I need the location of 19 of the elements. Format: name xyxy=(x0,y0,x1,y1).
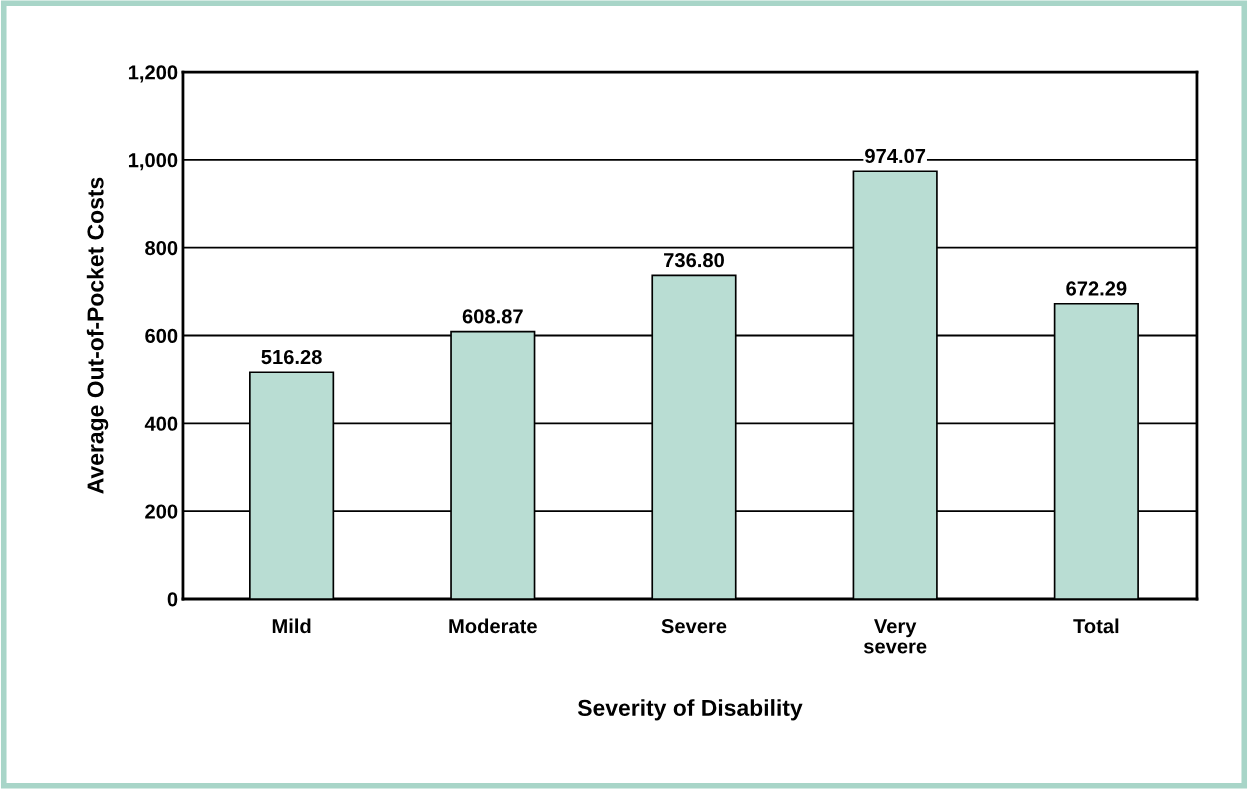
x-tick-label: Mild xyxy=(272,618,311,634)
data-label: 974.07 xyxy=(865,148,926,164)
data-label: 516.28 xyxy=(261,349,322,365)
y-tick-label: 1,000 xyxy=(128,153,178,171)
x-tick-label: Moderate xyxy=(449,618,537,634)
data-label: 672.29 xyxy=(1066,281,1127,296)
y-tick-label: 800 xyxy=(145,240,178,256)
data-label: 736.80 xyxy=(664,253,724,268)
x-tick-label: Very severe xyxy=(863,619,927,654)
y-tick-label: 400 xyxy=(144,416,178,431)
data-label: 608.87 xyxy=(462,309,523,324)
x-tick-label: Severe xyxy=(661,618,727,634)
y-axis-title: Average Out-of-Pocket Costs xyxy=(86,177,109,494)
y-tick-label: 600 xyxy=(145,328,178,344)
x-tick-label: Total xyxy=(1073,618,1119,634)
y-tick-label: 1,200 xyxy=(128,65,178,83)
y-tick-label: 0 xyxy=(167,592,178,607)
y-tick-label: 200 xyxy=(145,504,178,519)
x-axis-title: Severity of Disability xyxy=(577,699,803,721)
